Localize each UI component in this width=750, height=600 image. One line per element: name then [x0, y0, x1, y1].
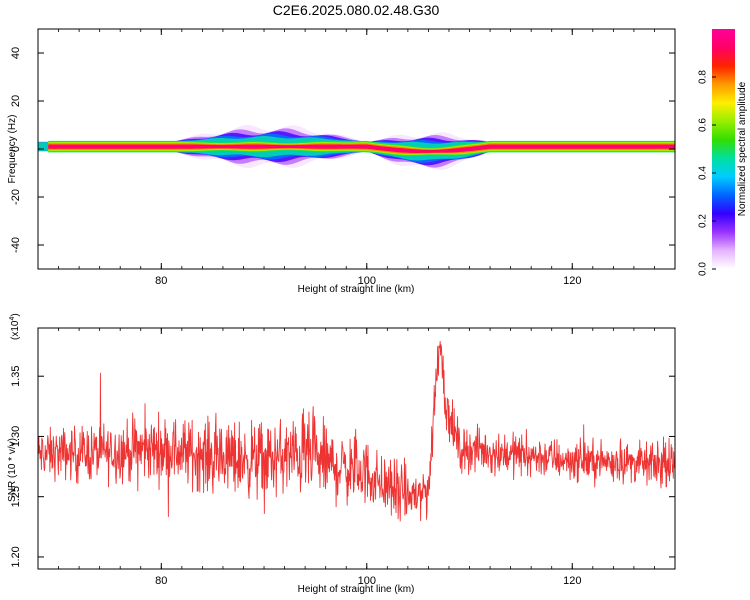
colorbar-tick-label: 0.6 — [698, 118, 709, 132]
snr-xtick-label: 120 — [563, 575, 581, 587]
spectrogram-xtick-label: 120 — [563, 275, 581, 287]
spectrogram-ticks: 80 100 120 -40 -20 0 20 40 — [10, 29, 676, 287]
snr-multiplier-exp: 4 — [9, 317, 16, 321]
snr-panel: 80 100 120 1.20 1.25 1.30 1.35 Height of strai… — [7, 313, 676, 595]
snr-ytick-label: 1.20 — [10, 546, 22, 567]
snr-xtick-label: 80 — [155, 575, 167, 587]
colorbar-tick-label: 0.8 — [698, 70, 709, 84]
spectrogram-xlabel: Height of straight line (km) — [298, 284, 415, 295]
spectrogram-xtick-label: 80 — [155, 275, 167, 287]
snr-multiplier: (x104) — [9, 313, 21, 340]
figure-title: C2E6.2025.080.02.48.G30 — [273, 2, 440, 18]
snr-ytick-label: 1.25 — [10, 486, 22, 507]
spectrogram-band — [48, 145, 675, 153]
spectrogram-heatmap — [38, 125, 675, 170]
spectrogram-ytick-label: 40 — [10, 47, 22, 59]
spectrogram-ylabel: Frequency (Hz) — [7, 115, 18, 184]
colorbar-ticks: 0.0 0.2 0.4 0.6 0.8 — [698, 70, 716, 276]
colorbar-tick-label: 0.4 — [698, 166, 709, 180]
spectrogram-ytick-label: -40 — [10, 237, 22, 253]
snr-ytick-label: 1.30 — [10, 426, 22, 447]
colorbar-tick-label: 0.2 — [698, 214, 709, 228]
snr-ylabel: SNR (10 * v/v) — [7, 438, 18, 502]
spectrogram-xtick-label: 100 — [358, 275, 376, 287]
colorbar-tick-label: 0.0 — [698, 262, 709, 276]
snr-frame — [37, 327, 676, 570]
spectrogram-panel: 80 100 120 -40 -20 0 20 40 Height of straight l… — [7, 28, 676, 295]
snr-xtick-label: 100 — [358, 575, 376, 587]
spectrogram-ytick-label: 20 — [10, 95, 22, 107]
colorbar-label: Normalized spectral amplitude — [737, 81, 748, 216]
spectrogram-ytick-label: 0 — [10, 146, 22, 152]
spectrogram-ytick-label: -20 — [10, 189, 22, 205]
snr-xlabel: Height of straight line (km) — [298, 584, 415, 595]
snr-ytick-label: 1.35 — [10, 365, 22, 386]
colorbar: 0.0 0.2 0.4 0.6 0.8 Normalized spectral ampl… — [698, 29, 748, 276]
snr-multiplier-close: ) — [10, 313, 21, 316]
snr-ticks: 80 100 120 1.20 1.25 1.30 1.35 — [10, 328, 676, 587]
snr-series-line — [38, 340, 675, 522]
snr-multiplier-base: (x10 — [10, 320, 21, 340]
colorbar-scale — [712, 29, 735, 269]
